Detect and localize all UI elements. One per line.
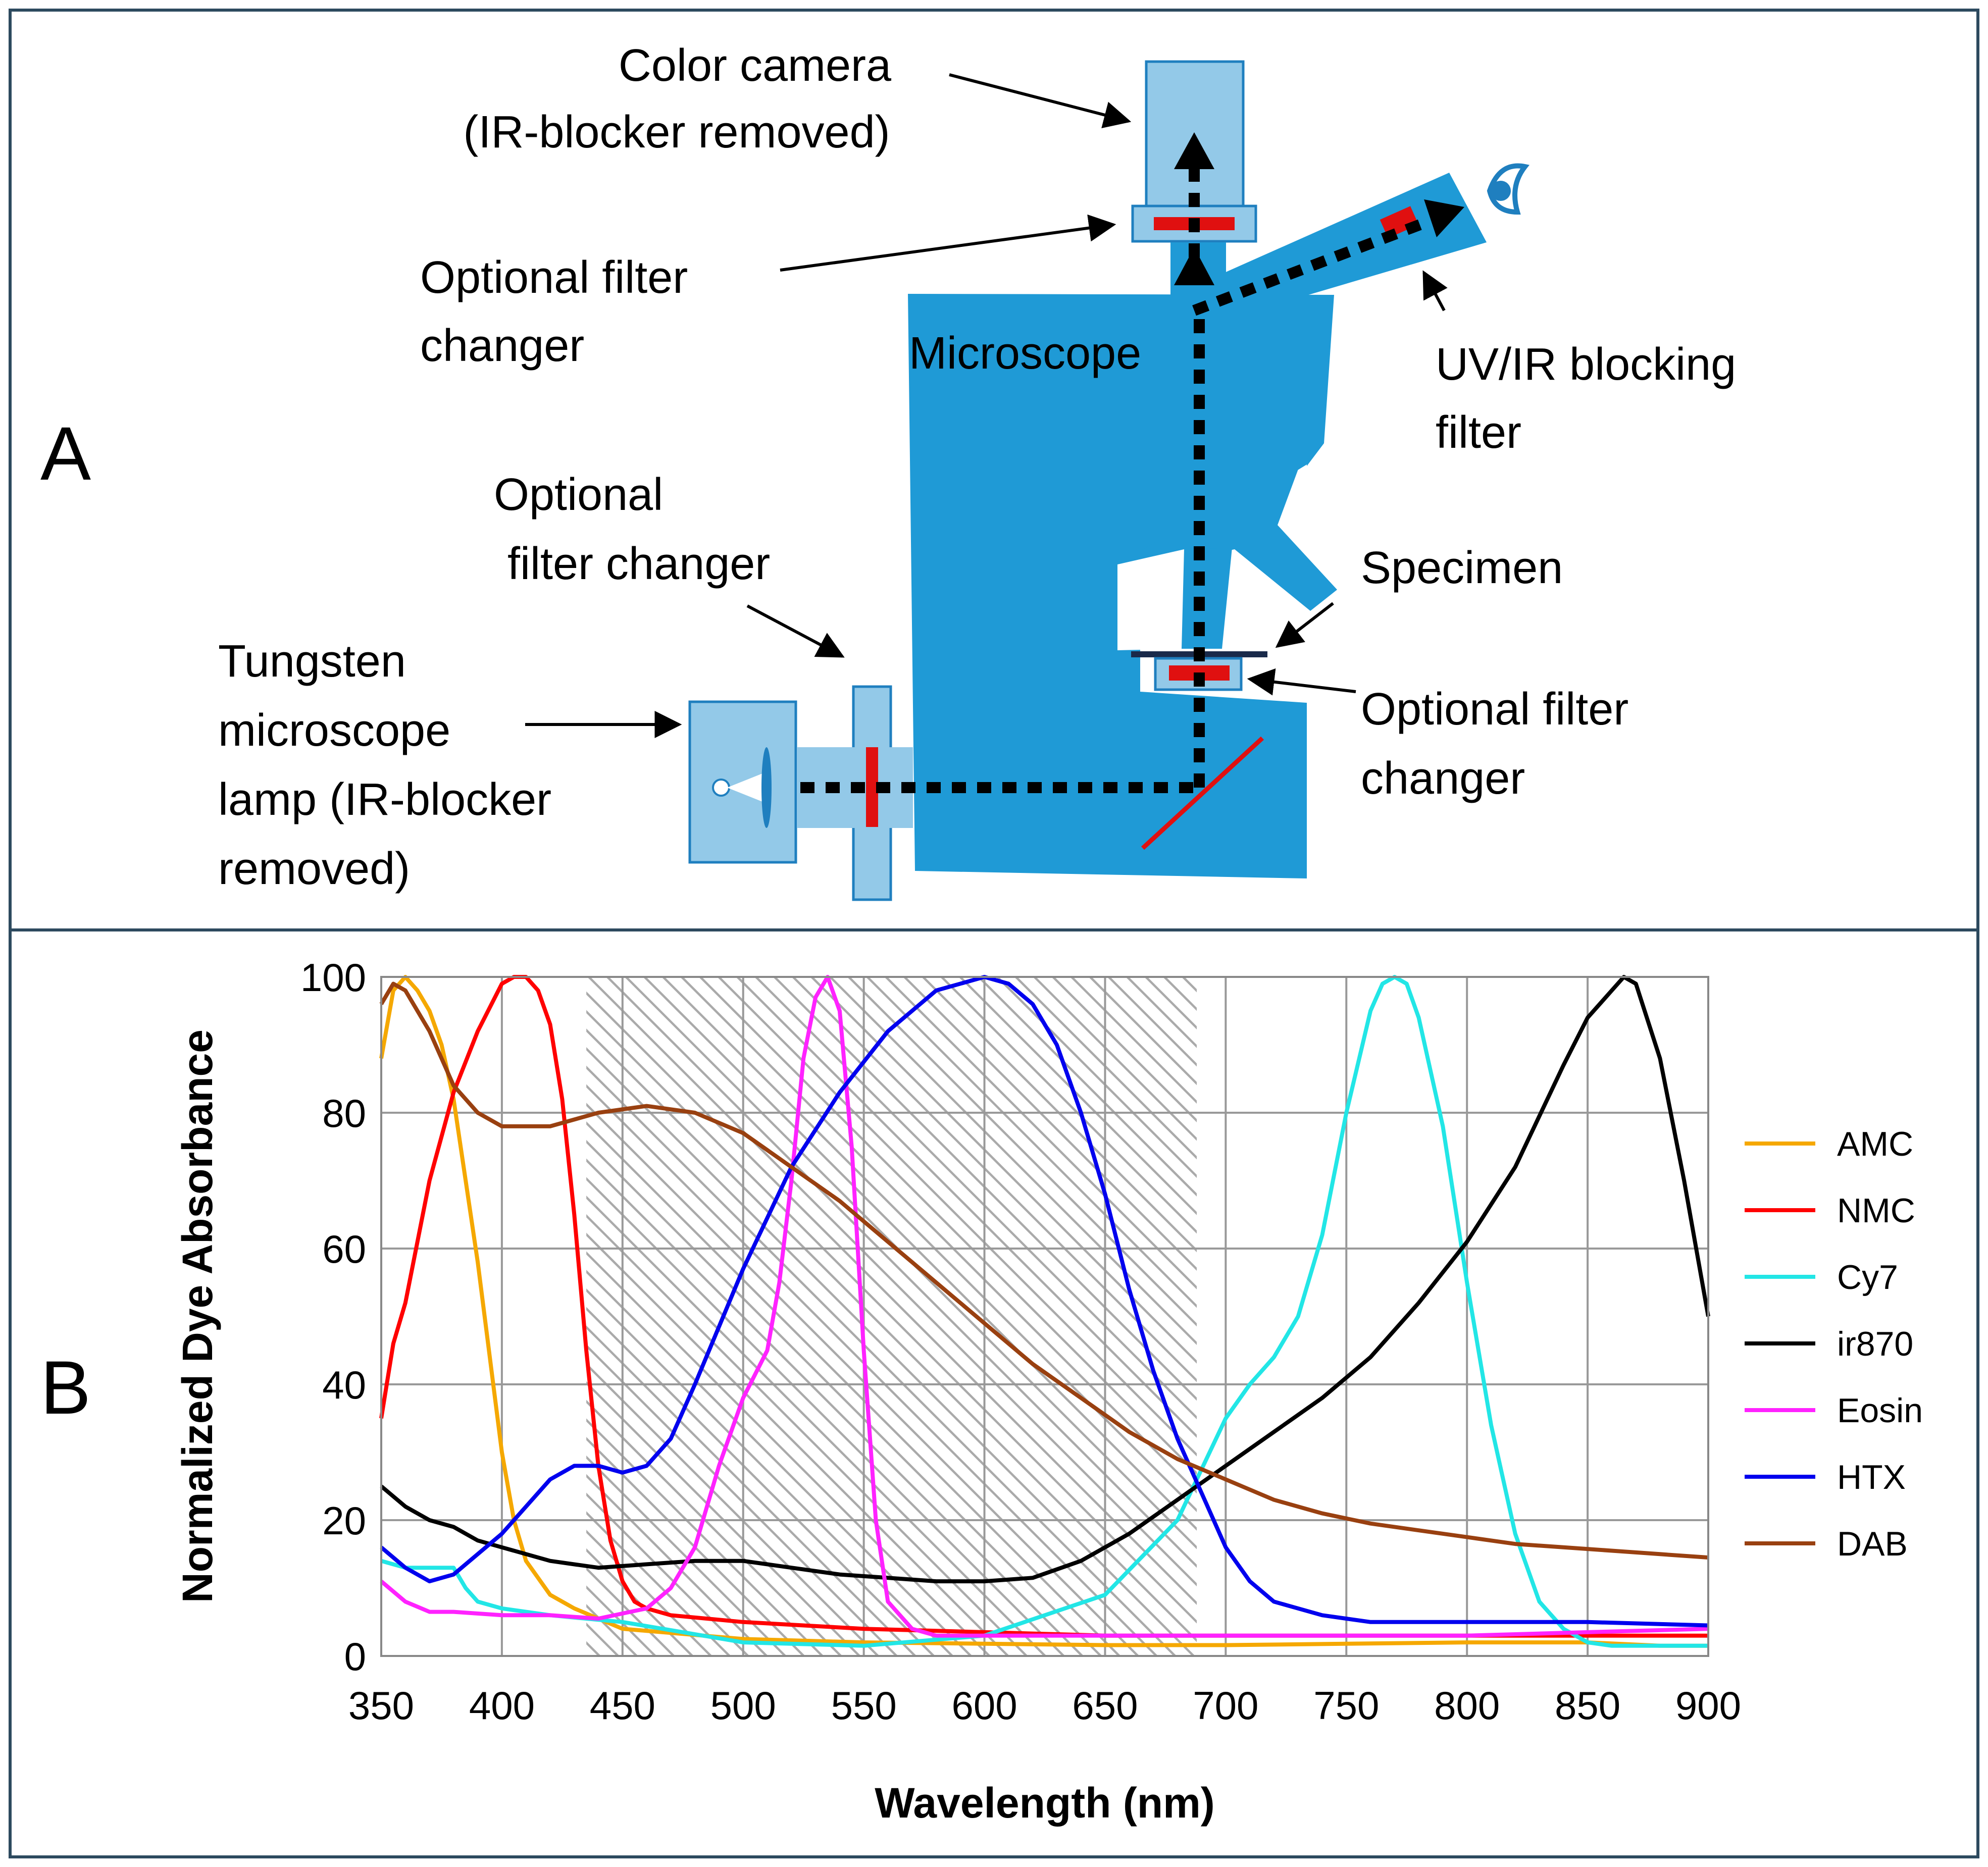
figure-border — [9, 9, 1979, 1858]
y-tick-label: 100 — [300, 955, 366, 1000]
x-tick-label: 750 — [1313, 1683, 1379, 1728]
lamp-label-2: microscope — [218, 705, 450, 756]
eye-icon — [1487, 163, 1530, 215]
series-line-eosin — [380, 975, 1709, 1638]
filter-top-label-2: changer — [420, 321, 584, 371]
x-tick-label: 500 — [710, 1683, 776, 1728]
filter-mid-label-1: Optional — [494, 470, 663, 520]
mirror — [1141, 736, 1264, 850]
panel-a-letter: A — [40, 411, 91, 496]
legend-label: HTX — [1837, 1458, 1906, 1496]
legend-label: AMC — [1837, 1125, 1913, 1163]
filter-mid-label-2: filter changer — [507, 539, 770, 589]
legend-label: Eosin — [1837, 1391, 1923, 1430]
stage-notch — [1117, 549, 1184, 650]
x-tick-label: 800 — [1434, 1683, 1500, 1728]
lamp-label-1: Tungsten — [218, 636, 406, 687]
light-path — [800, 167, 1429, 793]
series-line-dab — [379, 981, 1709, 1560]
x-tick-label: 550 — [831, 1683, 897, 1728]
x-tick-label: 400 — [469, 1683, 535, 1728]
panel-b: B 350 400 450 500 550 600 650 700 750 800 850 900 0 2… — [40, 955, 1923, 1827]
arrow-uvir — [1422, 270, 1448, 312]
arrow-camera-filter — [780, 214, 1116, 272]
uvir-label-2: filter — [1436, 407, 1521, 458]
microscope-arm — [1136, 457, 1337, 611]
arrow-specimen — [1275, 602, 1334, 648]
legend-label: NMC — [1837, 1191, 1915, 1230]
lamp-reflector — [727, 771, 768, 804]
x-tick-label: 900 — [1675, 1683, 1741, 1728]
y-tick-label: 20 — [322, 1498, 366, 1543]
x-tick-label: 700 — [1193, 1683, 1258, 1728]
series-layer — [379, 975, 1710, 1648]
legend: AMC NMC Cy7 ir870 Eosin HTX DAB — [1745, 1125, 1923, 1563]
y-tick-label: 80 — [322, 1091, 366, 1135]
light-arrow-eye — [1424, 199, 1464, 237]
uvir-filter — [1380, 206, 1419, 238]
filter-top-label-1: Optional filter — [420, 252, 688, 303]
x-axis-title: Wavelength (nm) — [875, 1779, 1215, 1827]
legend-label: Cy7 — [1837, 1258, 1898, 1296]
x-tick-label: 850 — [1555, 1683, 1620, 1728]
light-arrow-camera — [1174, 132, 1214, 169]
objective — [1182, 548, 1232, 649]
arrow-camera — [949, 73, 1132, 128]
x-tick-label: 350 — [348, 1683, 414, 1728]
shaded-region — [586, 977, 1197, 1656]
y-tick-label: 0 — [344, 1634, 366, 1679]
stage-filter-label-1: Optional filter — [1361, 684, 1628, 735]
specimen-label: Specimen — [1361, 543, 1563, 593]
series-line-cy7 — [380, 975, 1708, 1648]
y-axis-title: Normalized Dye Absorbance — [174, 1029, 221, 1603]
lamp-lens — [761, 747, 772, 828]
y-tick-label: 40 — [322, 1363, 366, 1407]
series-line-amc — [379, 975, 1708, 1648]
camera-label-2: (IR-blocker removed) — [463, 107, 890, 158]
series-line-ir870 — [380, 975, 1710, 1584]
light-arrow-adapter — [1174, 247, 1214, 285]
arrow-stage-filter — [1247, 668, 1356, 696]
lamp-label-4: removed) — [218, 844, 410, 894]
lamp-bulb — [712, 779, 730, 797]
legend-label: ir870 — [1837, 1325, 1913, 1363]
x-tick-label: 450 — [590, 1683, 655, 1728]
arrow-lamp-filter — [746, 604, 845, 658]
x-tick-label: 600 — [951, 1683, 1017, 1728]
panel-b-letter: B — [40, 1345, 91, 1430]
microscope-label: Microscope — [909, 328, 1141, 379]
camera-label-1: Color camera — [619, 40, 892, 91]
lamp-label-3: lamp (IR-blocker — [218, 774, 551, 825]
uvir-label-1: UV/IR blocking — [1436, 339, 1736, 390]
y-tick-label: 60 — [322, 1227, 366, 1271]
panel-a: A — [40, 40, 1736, 901]
plot-frame — [380, 976, 1709, 1657]
legend-label: DAB — [1837, 1525, 1908, 1563]
tick-labels: 350 400 450 500 550 600 650 700 750 800 850 900 0 20 4… — [300, 955, 1741, 1728]
x-tick-label: 650 — [1072, 1683, 1138, 1728]
stage-filter-label-2: changer — [1361, 753, 1525, 804]
